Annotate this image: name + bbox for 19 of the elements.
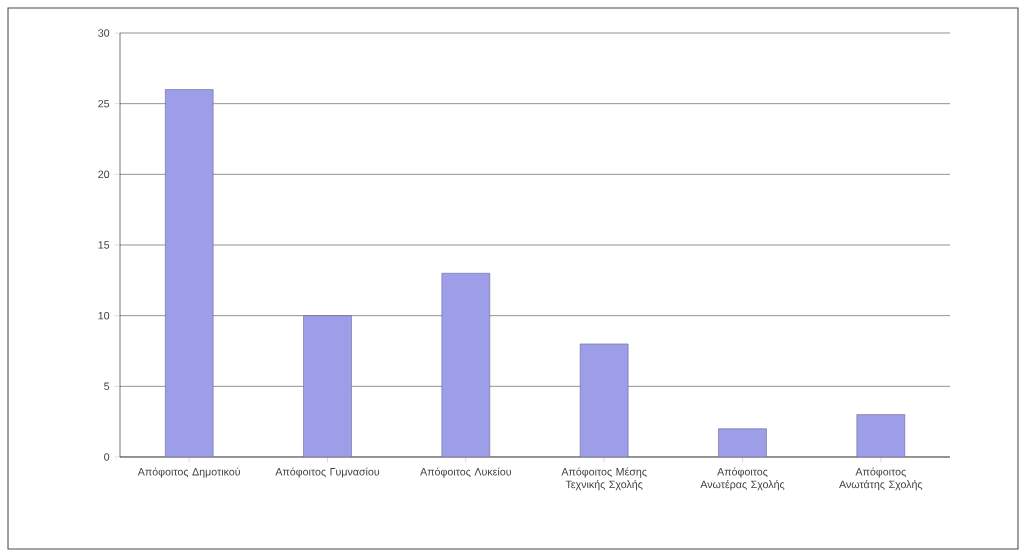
bar <box>303 315 352 457</box>
x-tick-label: Απόφοιτος Λυκείου <box>420 467 512 478</box>
y-tick-label: 20 <box>98 170 110 179</box>
x-tick-label: Απόφοιτος Μέσης Τεχνικής Σχολής <box>561 467 647 491</box>
y-tick-label: 30 <box>98 29 110 37</box>
x-tick-label: Απόφοιτος Δημοτικού <box>137 467 241 478</box>
bar <box>441 272 491 457</box>
x-tick-label: Απόφοιτος Γυμνασίου <box>275 467 380 478</box>
x-tick-label: Απόφοιτος Ανωτέρας Σχολής <box>700 467 785 491</box>
bar <box>579 343 629 457</box>
bar <box>856 414 906 457</box>
y-tick-label: 25 <box>98 99 110 108</box>
y-tick-label: 15 <box>98 241 110 249</box>
y-tick-label: 5 <box>104 382 110 391</box>
x-tick-label: Απόφοιτος Ανωτάτης Σχολής <box>839 467 923 491</box>
y-tick-label: 0 <box>104 453 110 461</box>
bar <box>718 428 767 457</box>
y-tick-label: 10 <box>98 311 110 320</box>
bar <box>164 89 214 457</box>
